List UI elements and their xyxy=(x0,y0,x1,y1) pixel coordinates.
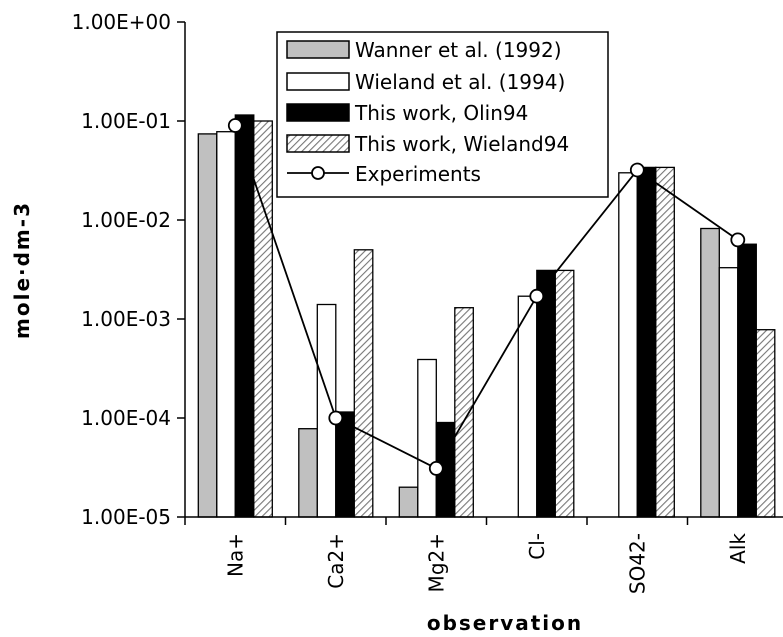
y-axis-title: mole·dm-3 xyxy=(10,201,34,339)
bar-this-work-wieland94-mg2 xyxy=(454,307,474,518)
bar-wanner-et-al-1992-mg2 xyxy=(398,486,419,518)
point-experiments-cl xyxy=(529,288,545,304)
bar-this-work-olin94-na xyxy=(234,114,255,518)
x-tick-label-ca2: Ca2+ xyxy=(324,533,348,589)
line-experiments xyxy=(234,125,739,470)
x-tick-label-alk: Alk xyxy=(726,533,750,564)
point-experiments-so42 xyxy=(629,162,645,178)
bar-this-work-olin94-ca2 xyxy=(335,411,355,518)
bar-wieland-et-al-1994-cl xyxy=(517,295,538,518)
bar-this-work-wieland94-ca2 xyxy=(353,249,374,518)
bar-this-work-olin94-so42 xyxy=(636,166,657,518)
experiments-line xyxy=(227,118,746,476)
legend-swatch-wieland94 xyxy=(286,134,350,153)
x-tick-label-so42: SO42- xyxy=(625,533,649,594)
axes: 1.00E-05 1.00E-04 1.00E-03 1.00E-02 1.00E-01… xyxy=(72,10,783,594)
bar-this-work-olin94-alk xyxy=(737,243,757,518)
bar-wieland-et-al-1994-so42 xyxy=(618,172,638,518)
point-experiments-na xyxy=(227,118,243,133)
bar-wieland-et-al-1994-alk xyxy=(718,267,739,518)
legend-marker-experiments xyxy=(311,166,325,180)
bar-this-work-wieland94-na xyxy=(253,120,273,518)
legend: Wanner et al. (1992) Wieland et al. (199… xyxy=(276,31,609,198)
y-tick-label: 1.00E-04 xyxy=(81,406,171,430)
legend-label-olin94: This work, Olin94 xyxy=(354,101,528,125)
bar-wanner-et-al-1992-alk xyxy=(700,227,720,518)
x-tick-label-cl: Cl- xyxy=(525,533,549,560)
legend-swatch-wieland xyxy=(286,72,350,91)
y-tick-label: 1.00E-02 xyxy=(81,208,171,232)
x-tick-label-mg2: Mg2+ xyxy=(424,533,448,592)
bar-wanner-et-al-1992-ca2 xyxy=(298,428,318,518)
y-tick-label: 1.00E-05 xyxy=(81,505,171,529)
legend-label-experiments: Experiments xyxy=(355,162,481,186)
bar-this-work-olin94-cl xyxy=(536,269,556,518)
bar-this-work-wieland94-alk xyxy=(755,329,776,518)
point-experiments-ca2 xyxy=(328,410,344,426)
bar-wanner-et-al-1992-na xyxy=(197,133,218,518)
bar-this-work-wieland94-cl xyxy=(554,269,575,518)
legend-swatch-olin94 xyxy=(286,103,350,122)
point-experiments-alk xyxy=(730,232,746,248)
bars xyxy=(197,114,776,518)
x-tick-label-na: Na+ xyxy=(223,533,247,577)
legend-label-wieland: Wieland et al. (1994) xyxy=(355,70,565,94)
y-tick-label: 1.00E-01 xyxy=(81,109,171,133)
point-experiments-mg2 xyxy=(428,460,444,476)
y-tick-label: 1.00E+00 xyxy=(72,10,171,34)
y-tick-label: 1.00E-03 xyxy=(81,307,171,331)
legend-swatch-wanner xyxy=(286,40,350,59)
bar-wieland-et-al-1994-na xyxy=(216,131,236,518)
bar-wieland-et-al-1994-mg2 xyxy=(417,358,437,518)
legend-label-wieland94: This work, Wieland94 xyxy=(354,132,569,156)
legend-label-wanner: Wanner et al. (1992) xyxy=(355,38,562,62)
bar-this-work-wieland94-so42 xyxy=(655,166,675,518)
x-axis-title: observation xyxy=(427,611,583,635)
